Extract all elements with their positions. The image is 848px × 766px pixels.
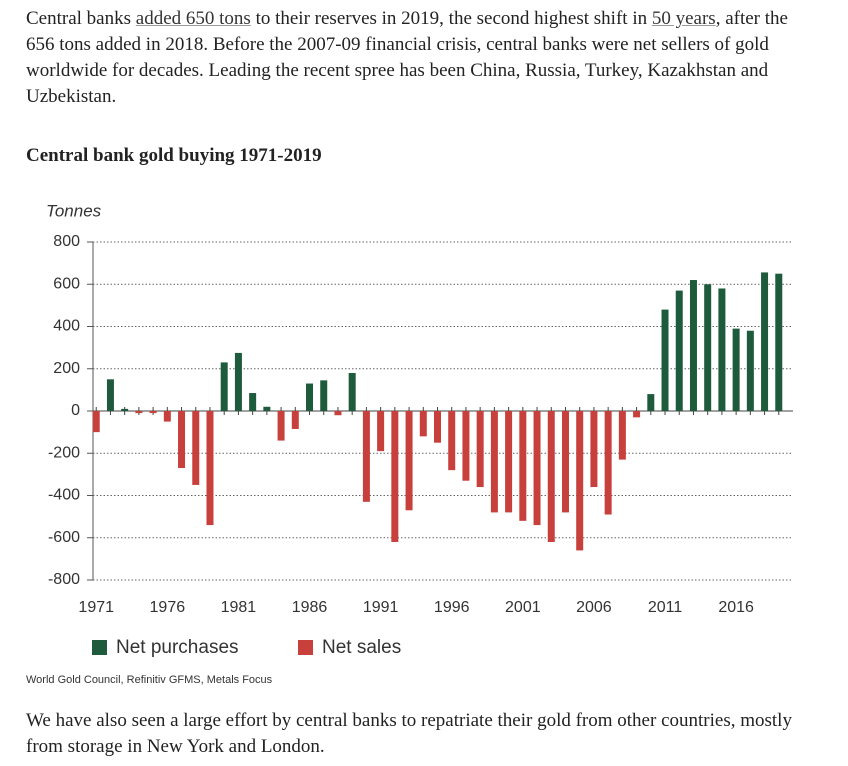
bar [519,411,527,521]
text: to their reserves in 2019, the second hi… [250,8,652,29]
bar [220,362,228,411]
y-tick-label: -200 [48,444,80,461]
x-tick-label: 1976 [150,599,186,616]
bar [249,393,257,411]
bar [590,411,598,488]
y-tick-label: 400 [53,318,80,335]
y-tick-label: 800 [53,233,80,250]
x-tick-label: 2016 [718,599,754,616]
bar [405,411,413,511]
bar [348,372,356,411]
bar [661,309,669,411]
bar [761,272,769,411]
bar [476,411,484,488]
bar [647,394,655,411]
intro: Central banks added 650 tons to their re… [26,6,816,110]
bar [462,411,470,481]
bar [746,330,754,411]
bar [135,411,143,414]
text: Central banks [26,8,136,29]
x-tick-label: 2006 [576,599,612,616]
bar [362,411,370,502]
legend-swatch [298,640,313,655]
x-tick-label: 1981 [221,599,257,616]
bar [604,411,612,515]
bar [618,411,626,460]
legend-swatch [92,640,107,655]
bar [334,411,342,416]
bar [675,290,683,411]
bar [163,411,171,422]
bar [633,411,641,418]
bar [206,411,214,526]
bar [306,383,314,411]
y-axis-label: Tonnes [46,201,102,220]
bar [689,280,697,411]
link[interactable]: 50 years [651,8,716,29]
x-tick-label: 1971 [78,599,114,616]
x-tick-label: 1991 [363,599,399,616]
outro: We have also seen a large effort by cent… [26,710,792,757]
bar [192,411,200,485]
y-tick-label: -400 [48,487,80,504]
bar [391,411,399,542]
bar [718,288,726,411]
legend-label: Net purchases [116,637,239,658]
y-tick-label: -800 [48,571,80,588]
bar [92,411,100,433]
bar [263,406,271,411]
bar [121,408,129,411]
bar [704,284,712,411]
x-tick-label: 1996 [434,599,470,616]
bar [732,328,740,411]
bar [291,411,299,429]
link[interactable]: added 650 tons [135,8,251,29]
bar [149,411,157,414]
y-tick-label: -600 [48,529,80,546]
bar [576,411,584,551]
y-tick-label: 0 [71,402,80,419]
y-tick-label: 600 [53,275,80,292]
bar [419,411,427,437]
bar [547,411,555,542]
bar [234,352,242,411]
bar [320,380,328,411]
bar [277,411,285,441]
bar [775,273,783,411]
bar [533,411,541,526]
bar [178,411,186,469]
chart-title: Central bank gold buying 1971-2019 [26,145,322,166]
y-tick-label: 200 [53,360,80,377]
x-tick-label: 2011 [648,599,683,616]
chart: Tonnes World Gold Council, Refinitiv GFM… [26,201,793,686]
legend-label: Net sales [322,637,401,658]
x-tick-label: 1986 [292,599,328,616]
bar [490,411,498,513]
bar [377,411,385,452]
bar [434,411,441,443]
text: , after the 656 tons added in 2018. Befo… [26,8,788,107]
bar [561,411,569,513]
bar [448,411,456,471]
bar [505,411,513,513]
x-tick-label: 2001 [505,599,541,616]
bar [106,379,114,411]
source: World Gold Council, Refinitiv GFMS, Meta… [26,674,273,686]
